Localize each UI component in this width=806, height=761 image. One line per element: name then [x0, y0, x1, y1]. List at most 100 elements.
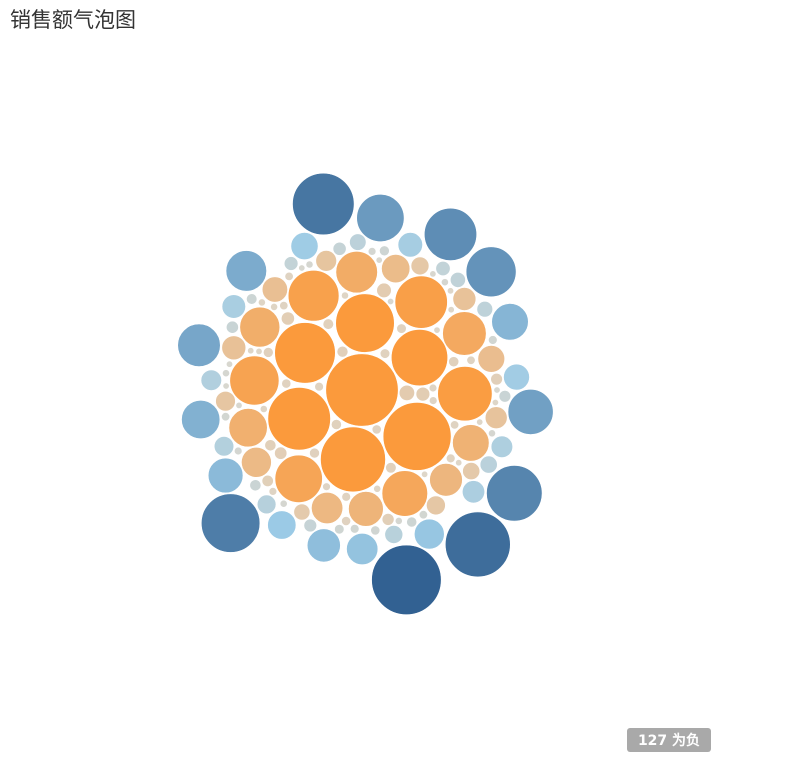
bubble	[279, 499, 288, 508]
bubble	[498, 390, 512, 403]
bubble	[261, 276, 288, 303]
bubble	[406, 516, 418, 528]
bubble	[341, 492, 351, 502]
bubble	[336, 345, 349, 358]
bubble	[421, 470, 429, 478]
bubble	[350, 524, 360, 534]
bubble	[415, 386, 431, 402]
bubble	[303, 518, 317, 533]
bubble	[367, 247, 377, 256]
bubble	[256, 494, 277, 515]
bubble	[283, 256, 299, 271]
bubble	[349, 233, 367, 251]
bubble	[228, 408, 268, 448]
bubble	[284, 271, 294, 281]
bubble	[382, 402, 452, 471]
bubble	[426, 495, 446, 516]
bubble	[387, 297, 395, 305]
bubble	[215, 391, 236, 412]
bubble	[293, 503, 311, 521]
bubble	[476, 301, 493, 318]
bubble	[491, 303, 529, 341]
bubble	[385, 462, 397, 474]
bubble	[381, 470, 428, 517]
bubble	[396, 323, 407, 334]
badge-bg	[627, 728, 711, 752]
bubble	[390, 329, 448, 387]
bubble	[410, 256, 430, 276]
bubble	[225, 250, 267, 292]
bubble	[450, 420, 460, 430]
bubble	[423, 207, 477, 261]
bubble	[281, 378, 292, 389]
bubble	[437, 366, 493, 422]
bubble	[486, 465, 543, 522]
bubble	[225, 320, 239, 334]
bubble	[207, 457, 244, 494]
bubble	[292, 172, 355, 236]
bubble	[335, 251, 378, 294]
bubble	[341, 516, 351, 526]
bubble	[466, 355, 476, 365]
bubble	[221, 335, 247, 361]
bubble	[346, 532, 379, 565]
bubble	[452, 287, 477, 311]
bubble	[200, 369, 222, 391]
bubble	[397, 232, 423, 258]
bubble	[306, 528, 341, 563]
chart-title: 销售额气泡图	[10, 8, 136, 32]
bubble-group	[177, 172, 554, 616]
bubble	[249, 479, 262, 492]
bubble	[221, 294, 246, 319]
bubble	[503, 363, 530, 391]
bubble	[305, 260, 314, 269]
bubble	[314, 382, 324, 392]
bubble	[490, 435, 514, 458]
bubble	[449, 271, 466, 288]
bubble	[322, 318, 334, 330]
bubble	[447, 306, 455, 314]
bubble	[322, 482, 331, 491]
bubble	[274, 322, 336, 384]
bubble	[221, 412, 231, 422]
bubble	[330, 419, 342, 430]
bubble	[177, 323, 221, 367]
bubble	[452, 424, 490, 462]
bubble	[476, 418, 484, 426]
bubble	[418, 510, 428, 520]
bubble	[274, 446, 288, 460]
bubble	[229, 355, 280, 406]
bubble	[325, 353, 399, 427]
bubble	[373, 484, 382, 493]
bubble	[247, 347, 255, 355]
bubble	[394, 275, 448, 329]
bubble	[235, 401, 243, 409]
bubble	[446, 287, 454, 295]
bubble	[267, 387, 331, 451]
bubble	[268, 487, 278, 496]
bubble	[274, 454, 323, 503]
bubble	[413, 518, 445, 550]
bubble	[398, 384, 415, 401]
bubble	[429, 463, 463, 497]
bubble	[332, 241, 347, 256]
bubble	[370, 525, 381, 536]
bubble	[239, 306, 281, 348]
bubble	[507, 388, 554, 435]
bubble	[371, 424, 382, 435]
bubble	[381, 254, 411, 284]
bubble	[257, 298, 266, 307]
bubble	[241, 446, 272, 478]
bubble	[181, 399, 221, 439]
bubble	[348, 491, 384, 527]
bubble	[428, 383, 438, 393]
bubble	[491, 398, 499, 406]
bubble	[394, 517, 403, 525]
bubble	[261, 474, 274, 487]
bubble	[279, 301, 289, 311]
bubble	[442, 311, 487, 356]
bubble	[334, 524, 345, 535]
bubble	[488, 335, 498, 345]
